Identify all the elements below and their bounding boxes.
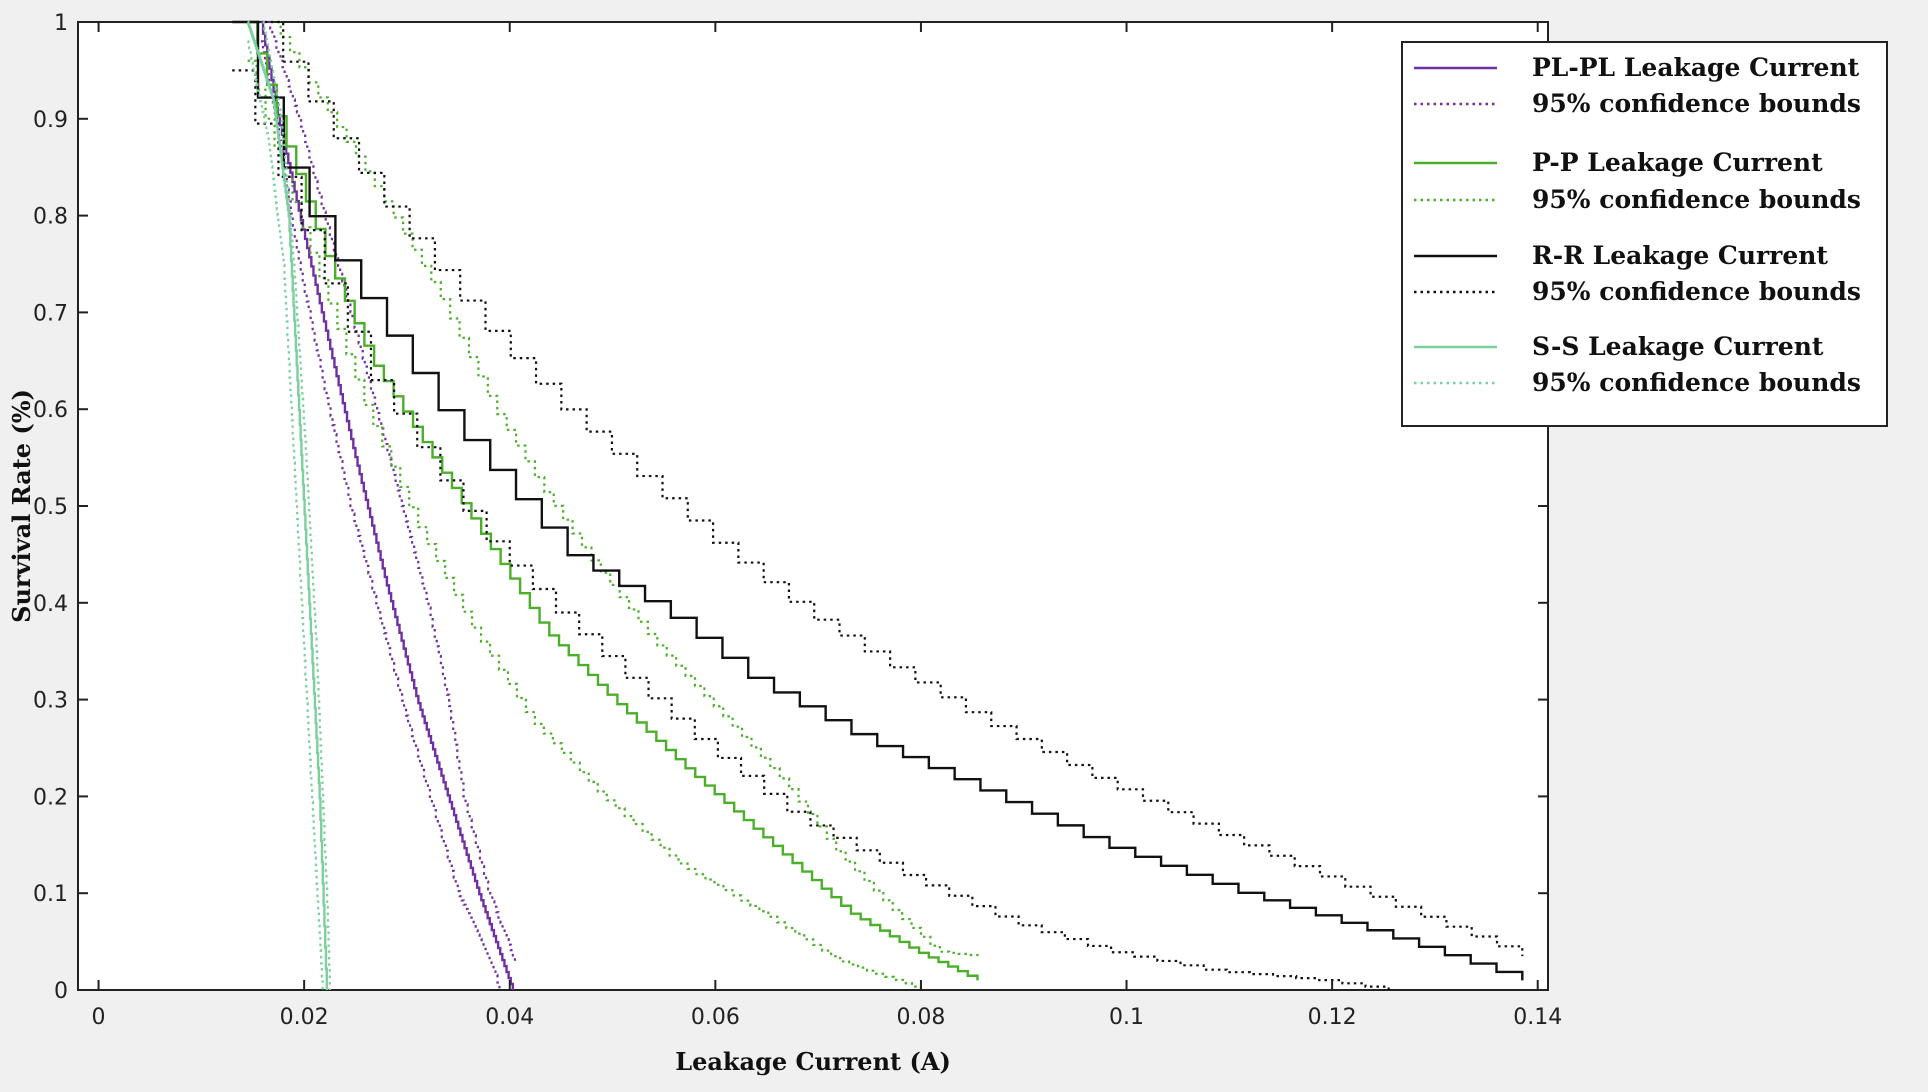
legend: PL-PL Leakage Current 95% confidence boun… [1401,41,1888,427]
y-tick-label: 0.4 [33,592,68,617]
x-tick-label: 0.02 [280,1005,329,1030]
legend-box [1401,41,1888,427]
y-tick-label: 0.5 [33,495,68,520]
x-tick-label: 0.1 [1109,1005,1144,1030]
y-tick-label: 0 [54,979,68,1004]
series-line [232,20,1524,981]
legend-label: S-S Leakage Current [1532,332,1824,361]
x-axis-title: Leakage Current (A) [675,1047,951,1076]
y-tick-label: 1 [54,11,68,36]
series-line [247,20,328,990]
y-tick-label: 0.8 [33,205,68,230]
y-tick-label: 0.6 [33,398,68,423]
x-tick-label: 0.12 [1308,1005,1357,1030]
plot-area [77,21,1549,991]
y-tick-label: 0.7 [33,301,68,326]
x-tick-label: 0.14 [1513,1005,1562,1030]
legend-label: 95% confidence bounds [1532,368,1861,397]
y-tick-label: 0.9 [33,108,68,133]
y-tick-label: 0.1 [33,882,68,907]
legend-label: 95% confidence bounds [1532,185,1861,214]
x-tick-label: 0.04 [485,1005,534,1030]
legend-label: PL-PL Leakage Current [1532,53,1860,82]
confidence-bound-line [268,20,516,961]
confidence-bound-line [247,59,923,990]
legend-label: P-P Leakage Current [1532,148,1823,177]
y-axis-title: Survival Rate (%) [7,389,36,623]
legend-label: 95% confidence bounds [1532,277,1861,306]
series-line [260,20,515,990]
y-tick-label: 0.3 [33,689,68,714]
axis-layer: 0 0.02 0.04 0.06 0.08 0.1 0.12 0.14 0 0.1 0.2 0.3 0.… [33,11,1562,1030]
series-layer [232,20,1524,990]
confidence-bound-line [232,69,1390,990]
confidence-bound-line [260,40,501,990]
y-tick-label: 0.2 [33,785,68,810]
legend-label: R-R Leakage Current [1532,241,1828,270]
x-tick-label: 0.06 [691,1005,740,1030]
x-tick-label: 0.08 [896,1005,945,1030]
confidence-bound-line [247,40,324,990]
legend-label: 95% confidence bounds [1532,89,1861,118]
x-tick-label: 0 [92,1005,106,1030]
series-line [247,20,979,981]
